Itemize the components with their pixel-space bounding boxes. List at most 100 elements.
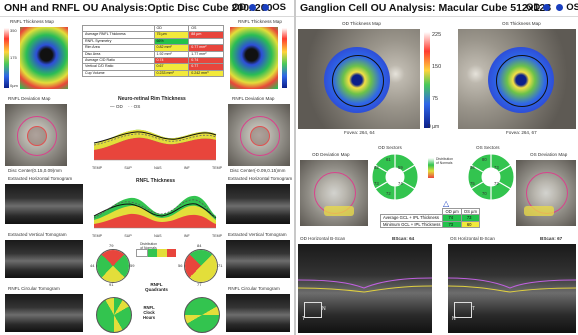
os-vertical-tomogram[interactable] xyxy=(226,240,290,278)
os-clock-hours-chart xyxy=(184,297,220,333)
x-label: TEMP xyxy=(92,234,102,238)
od-rnfl-deviation-map[interactable] xyxy=(5,104,67,166)
od-quadrant-fill xyxy=(97,250,129,282)
table-cell: 73 xyxy=(442,220,462,229)
os-vertical-tomogram-title: Extracted Vertical Tomogram xyxy=(228,232,287,237)
left-colorbar-tick: 175 xyxy=(10,55,17,60)
os-calculation-circle xyxy=(240,116,280,156)
sector-distribution-label: Distribution of Normals xyxy=(436,157,453,165)
x-label: SUP xyxy=(124,166,132,170)
od-dot-icon[interactable] xyxy=(249,3,257,11)
x-label: NAS xyxy=(154,166,162,170)
os-bscan-locator xyxy=(454,302,472,318)
od-rnfl-deviation-map-title: RNFL Deviation Map xyxy=(8,96,51,101)
os-horizontal-tomogram[interactable] xyxy=(226,184,290,224)
od-bscan-title: OD Horizontal B-Scan xyxy=(300,236,346,241)
od-quadrant-left: 44 xyxy=(90,263,95,268)
os-circular-tomogram[interactable] xyxy=(226,294,290,332)
table-cell: 0.77 mm² xyxy=(188,44,224,52)
table-cell: 74 xyxy=(442,214,462,222)
od-horizontal-bscan[interactable]: T N xyxy=(298,244,432,333)
table-header-row: OD µm OS µm xyxy=(380,207,480,216)
os-sector-value: 75 xyxy=(470,181,475,186)
od-quadrant-top: 79 xyxy=(109,243,114,248)
os-bscan-n-label: N xyxy=(452,316,456,322)
od-quadrant-right: 59 xyxy=(130,263,135,268)
od-sector-value: 59 xyxy=(398,165,403,170)
table-cell: 0.242 mm³ xyxy=(188,69,224,78)
os-dot-icon[interactable] xyxy=(556,3,564,11)
macula-colorbar-tick: 75 xyxy=(432,96,439,102)
os-horizontal-tomogram-title: Extracted Horizontal Tomogram xyxy=(228,176,293,181)
table-header-cell: OS µm xyxy=(460,207,480,216)
od-gcl-deviation-map-title: OD Deviation Map xyxy=(312,152,350,157)
table-header-cell xyxy=(380,208,443,215)
left-eye-toggle[interactable]: OD OS xyxy=(232,2,286,13)
od-circular-tomogram-title: RNFL Circular Tomogram xyxy=(8,286,60,291)
od-sector-value: 74 xyxy=(398,181,403,186)
od-rnfl-thickness-map[interactable] xyxy=(20,27,68,89)
od-sector-value: 72 xyxy=(386,191,391,196)
os-sector-value: 73 xyxy=(494,165,499,170)
table-row: Rim Area 0.82 mm² 0.77 mm² xyxy=(82,44,224,52)
legend-os-swatch: - - xyxy=(128,104,133,109)
right-eye-toggle[interactable]: OD OS xyxy=(526,2,578,13)
os-label: OS xyxy=(566,2,578,13)
table-cell: Cup Volume xyxy=(82,69,155,78)
od-circular-tomogram[interactable] xyxy=(5,294,83,332)
os-label: OS xyxy=(272,2,286,13)
od-label: OD xyxy=(232,2,247,13)
od-horizontal-tomogram[interactable] xyxy=(5,184,83,224)
os-rnfl-thickness-map[interactable] xyxy=(230,27,278,89)
table-row: Average C/D Ratio 0.74 0.74 xyxy=(82,56,224,65)
os-rnfl-deviation-map-title: RNFL Deviation Map xyxy=(232,96,275,101)
table-cell: Rim Area xyxy=(82,44,155,52)
od-sector-value: 61 xyxy=(386,157,391,162)
os-sector-value: 80 xyxy=(482,157,487,162)
od-sector-value: 73 xyxy=(374,181,379,186)
left-colorbar-tick: 0µm xyxy=(10,83,18,88)
os-sectors-title: OS Sectors xyxy=(476,145,500,150)
os-horizontal-bscan[interactable]: N T xyxy=(448,244,576,333)
od-disc-center: Disc Center(0.15,0.09)mm xyxy=(8,168,62,173)
os-rnfl-thickness-map-title: RNFL Thickness Map xyxy=(238,19,282,24)
os-dot-icon[interactable] xyxy=(262,3,270,11)
table-cell: 1.77 mm² xyxy=(188,50,224,59)
os-disc-outline xyxy=(250,126,270,146)
distribution-legend-label: Distribution of Normals xyxy=(140,242,157,250)
table-cell: 60 xyxy=(460,220,480,229)
right-colorbar xyxy=(282,28,287,88)
od-dot-icon[interactable] xyxy=(543,3,551,11)
table-header-cell: OD µm xyxy=(442,207,462,216)
os-sector-value: 72 xyxy=(494,181,499,186)
os-sector-value: 56 xyxy=(470,165,475,170)
os-quadrant-left: 56 xyxy=(178,263,183,268)
x-label: SUP xyxy=(124,234,132,238)
x-label: TEMP xyxy=(212,166,222,170)
x-label: NAS xyxy=(154,234,162,238)
os-gcl-yellow-region xyxy=(524,206,554,216)
os-ellipse-outline xyxy=(496,55,548,107)
os-macular-thickness-map[interactable] xyxy=(458,29,576,129)
os-bscan-t-label: T xyxy=(472,306,476,312)
distribution-legend-bar xyxy=(136,249,176,257)
legend-od: OD xyxy=(115,104,123,109)
os-rnfl-deviation-map[interactable] xyxy=(228,104,290,166)
rim-legend: — OD - - OS xyxy=(110,104,140,109)
od-gcl-deviation-map[interactable] xyxy=(300,160,368,226)
table-row: Disc Area 1.92 mm² 1.77 mm² xyxy=(82,50,224,59)
table-cell xyxy=(188,37,224,46)
rim-borderline-band xyxy=(94,129,216,150)
macula-colorbar-tick: 225 xyxy=(432,32,442,38)
od-macular-thickness-map[interactable] xyxy=(298,29,420,129)
od-macular-thickness-map-title: OD Thickness Map xyxy=(342,21,381,26)
table-row: Vertical C/D Ratio 0.67 0.77 xyxy=(82,63,224,71)
od-vertical-tomogram[interactable] xyxy=(5,240,83,278)
os-quadrant-right: 71 xyxy=(218,263,223,268)
os-gcl-deviation-map[interactable] xyxy=(516,160,576,226)
left-colorbar xyxy=(4,28,9,88)
rim-chart-title: Neuro-retinal Rim Thickness xyxy=(118,96,186,102)
rnfl-x-labels: TEMP SUP NAS INF TEMP xyxy=(92,234,222,238)
left-header: ONH and RNFL OU Analysis:Optic Disc Cube… xyxy=(0,0,294,17)
rim-abnormal-band xyxy=(94,137,216,160)
